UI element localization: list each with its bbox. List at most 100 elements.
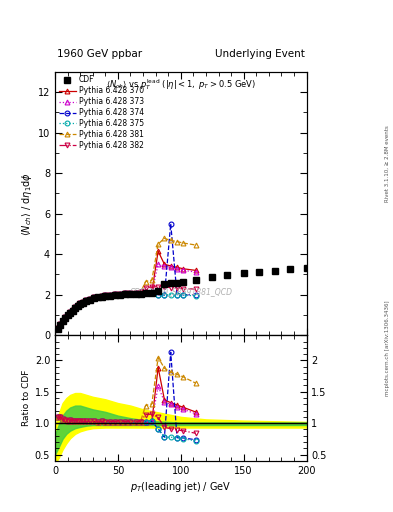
Pythia 6.428 381 bbox=[92, 294, 96, 301]
Pythia 6.428 382 bbox=[68, 309, 72, 315]
Pythia 6.428 373 bbox=[174, 266, 179, 272]
Pythia 6.428 373 bbox=[73, 304, 77, 310]
Pythia 6.428 375 bbox=[138, 289, 143, 295]
CDF bbox=[68, 310, 72, 316]
Pythia 6.428 374 bbox=[162, 292, 167, 298]
Pythia 6.428 370 bbox=[181, 266, 185, 272]
Pythia 6.428 375 bbox=[103, 292, 108, 298]
Pythia 6.428 375 bbox=[108, 291, 113, 297]
Pythia 6.428 382 bbox=[55, 325, 60, 331]
Line: Pythia 6.428 381: Pythia 6.428 381 bbox=[55, 236, 198, 331]
Pythia 6.428 375 bbox=[68, 309, 72, 315]
Pythia 6.428 370 bbox=[118, 291, 123, 297]
Pythia 6.428 373 bbox=[138, 289, 143, 295]
Pythia 6.428 370 bbox=[58, 321, 62, 327]
Pythia 6.428 381 bbox=[63, 314, 68, 321]
Line: Pythia 6.428 374: Pythia 6.428 374 bbox=[55, 221, 198, 331]
Pythia 6.428 374 bbox=[58, 321, 62, 327]
Pythia 6.428 375 bbox=[118, 291, 123, 297]
CDF bbox=[168, 280, 173, 286]
CDF bbox=[123, 291, 128, 297]
Pythia 6.428 373 bbox=[168, 264, 173, 270]
CDF bbox=[92, 295, 96, 302]
Pythia 6.428 381 bbox=[181, 240, 185, 246]
Pythia 6.428 373 bbox=[95, 293, 100, 300]
Pythia 6.428 373 bbox=[78, 301, 83, 307]
Pythia 6.428 370 bbox=[156, 248, 160, 254]
Pythia 6.428 381 bbox=[70, 307, 75, 313]
Pythia 6.428 370 bbox=[63, 314, 68, 321]
CDF bbox=[103, 293, 108, 299]
Pythia 6.428 382 bbox=[108, 291, 113, 297]
Y-axis label: $\langle N_{ch}\rangle$ / d$\eta_1$d$\phi$: $\langle N_{ch}\rangle$ / d$\eta_1$d$\ph… bbox=[20, 172, 34, 236]
Pythia 6.428 381 bbox=[60, 317, 65, 324]
Pythia 6.428 375 bbox=[168, 292, 173, 298]
Pythia 6.428 375 bbox=[181, 292, 185, 298]
Pythia 6.428 370 bbox=[128, 290, 133, 296]
Pythia 6.428 370 bbox=[55, 325, 60, 331]
Pythia 6.428 375 bbox=[162, 292, 167, 298]
Line: Pythia 6.428 375: Pythia 6.428 375 bbox=[55, 289, 198, 331]
Pythia 6.428 373 bbox=[58, 321, 62, 327]
Pythia 6.428 375 bbox=[65, 311, 70, 317]
Pythia 6.428 373 bbox=[55, 325, 60, 331]
Pythia 6.428 373 bbox=[113, 291, 118, 297]
Pythia 6.428 382 bbox=[193, 286, 198, 292]
Pythia 6.428 373 bbox=[143, 289, 148, 295]
CDF bbox=[241, 270, 246, 276]
Pythia 6.428 375 bbox=[70, 307, 75, 313]
Pythia 6.428 373 bbox=[181, 267, 185, 273]
Pythia 6.428 381 bbox=[55, 325, 60, 331]
Pythia 6.428 375 bbox=[143, 289, 148, 295]
Pythia 6.428 373 bbox=[133, 290, 138, 296]
CDF bbox=[181, 279, 185, 285]
Line: Pythia 6.428 382: Pythia 6.428 382 bbox=[55, 284, 198, 331]
CDF bbox=[156, 288, 160, 294]
Pythia 6.428 373 bbox=[70, 307, 75, 313]
Pythia 6.428 373 bbox=[88, 295, 93, 302]
Pythia 6.428 375 bbox=[193, 293, 198, 299]
Text: CDF_2010_S8591881_QCD: CDF_2010_S8591881_QCD bbox=[129, 287, 232, 296]
Pythia 6.428 381 bbox=[156, 241, 160, 247]
Pythia 6.428 381 bbox=[88, 295, 93, 302]
Pythia 6.428 374 bbox=[133, 290, 138, 296]
Pythia 6.428 374 bbox=[55, 325, 60, 331]
Pythia 6.428 375 bbox=[149, 289, 154, 295]
Pythia 6.428 382 bbox=[133, 290, 138, 296]
Pythia 6.428 382 bbox=[149, 284, 154, 290]
Pythia 6.428 370 bbox=[95, 293, 100, 300]
Pythia 6.428 375 bbox=[63, 314, 68, 321]
Pythia 6.428 382 bbox=[60, 317, 65, 324]
CDF bbox=[133, 291, 138, 297]
Pythia 6.428 370 bbox=[75, 302, 80, 308]
CDF bbox=[70, 308, 75, 314]
Pythia 6.428 375 bbox=[84, 297, 89, 303]
Pythia 6.428 381 bbox=[128, 290, 133, 296]
CDF bbox=[174, 280, 179, 286]
Pythia 6.428 382 bbox=[58, 321, 62, 327]
Pythia 6.428 381 bbox=[108, 291, 113, 297]
Pythia 6.428 373 bbox=[103, 292, 108, 298]
Pythia 6.428 375 bbox=[88, 295, 93, 302]
Pythia 6.428 373 bbox=[149, 289, 154, 295]
CDF bbox=[149, 290, 154, 296]
Pythia 6.428 370 bbox=[174, 264, 179, 270]
Pythia 6.428 375 bbox=[80, 298, 85, 305]
Pythia 6.428 382 bbox=[162, 284, 167, 290]
Pythia 6.428 381 bbox=[75, 302, 80, 308]
Pythia 6.428 381 bbox=[168, 237, 173, 243]
Pythia 6.428 375 bbox=[95, 293, 100, 300]
Text: mcplots.cern.ch [arXiv:1306.3436]: mcplots.cern.ch [arXiv:1306.3436] bbox=[385, 301, 390, 396]
Pythia 6.428 373 bbox=[65, 311, 70, 317]
Pythia 6.428 381 bbox=[118, 291, 123, 297]
Text: 1960 GeV ppbar: 1960 GeV ppbar bbox=[57, 49, 142, 59]
Pythia 6.428 382 bbox=[143, 285, 148, 291]
CDF bbox=[143, 290, 148, 296]
CDF bbox=[55, 326, 60, 332]
Pythia 6.428 370 bbox=[108, 291, 113, 297]
Pythia 6.428 370 bbox=[80, 298, 85, 305]
Pythia 6.428 370 bbox=[193, 267, 198, 273]
Line: Pythia 6.428 373: Pythia 6.428 373 bbox=[55, 262, 198, 331]
CDF bbox=[75, 303, 80, 309]
Pythia 6.428 374 bbox=[108, 291, 113, 297]
